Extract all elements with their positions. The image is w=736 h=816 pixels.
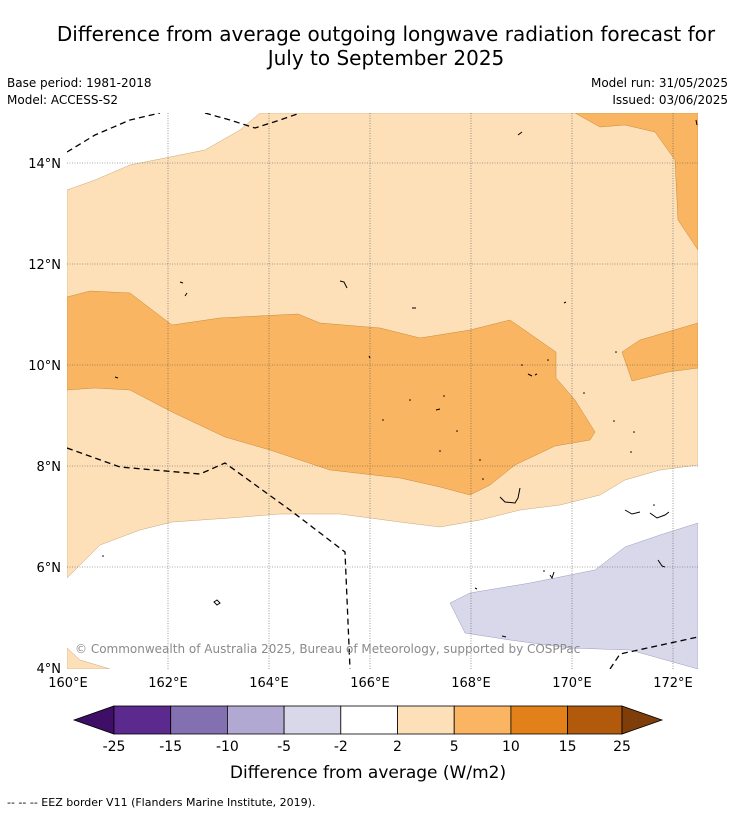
colorbar: -25 -15 -10 -5 -2 2 5 10 15 25 Differenc… (72, 705, 664, 783)
meta-left: Base period: 1981-2018 Model: ACCESS-S2 (7, 75, 152, 109)
lat-label: 14°N (28, 157, 61, 172)
title-line-1: Difference from average outgoing longwav… (56, 22, 716, 46)
gridlines (67, 113, 698, 669)
colorbar-tick-label: 15 (559, 739, 577, 755)
region-5-to-10-band (67, 290, 596, 496)
island-dots (102, 351, 655, 572)
colorbar-extend-high (621, 705, 664, 735)
colorbar-tick-labels: -25 -15 -10 -5 -2 2 5 10 15 25 (103, 739, 631, 755)
region-2-to-5-south (67, 647, 111, 669)
lon-label: 162°E (148, 676, 188, 691)
colorbar-tick-label: -5 (277, 739, 291, 755)
lat-label: 10°N (28, 359, 61, 374)
title-line-2: July to September 2025 (267, 46, 505, 70)
model-run-label: Model run: 31/05/2025 (590, 76, 728, 90)
colorbar-segment (453, 705, 512, 735)
lon-label: 166°E (350, 676, 390, 691)
colorbar-tick-label: -15 (159, 739, 182, 755)
colorbar-segment (283, 705, 342, 735)
region-5-to-10-northeast (574, 113, 698, 251)
colorbar-segment (510, 705, 568, 735)
copyright-text: © Commonwealth of Australia 2025, Bureau… (75, 642, 580, 656)
colorbar-tick-label: -2 (334, 739, 348, 755)
chart-title: Difference from average outgoing longwav… (20, 22, 736, 70)
colorbar-tick-label: -25 (103, 739, 126, 755)
lon-label: 164°E (249, 676, 289, 691)
colorbar-segment (567, 705, 623, 735)
lat-label: 6°N (37, 561, 62, 576)
colorbar-segment (113, 705, 172, 735)
colorbar-tick-label: 5 (450, 739, 459, 755)
lon-label: 168°E (451, 676, 491, 691)
region-minus5-to-minus2 (449, 522, 698, 669)
model-label: Model: ACCESS-S2 (7, 93, 119, 107)
colorbar-tick-label: 2 (393, 739, 402, 755)
colorbar-segment (226, 705, 285, 735)
colorbar-segment (170, 705, 228, 735)
colorbar-tick-label: 10 (502, 739, 520, 755)
issued-label: Issued: 03/06/2025 (612, 93, 728, 107)
map-panel: © Commonwealth of Australia 2025, Bureau… (67, 113, 698, 669)
latitude-labels: 14°N 12°N 10°N 8°N 6°N 4°N (28, 157, 61, 677)
colorbar-title: Difference from average (W/m2) (230, 763, 506, 783)
lat-label: 4°N (37, 662, 62, 677)
colorbar-extend-low (72, 705, 115, 735)
lat-label: 8°N (37, 460, 62, 475)
lat-label: 12°N (28, 258, 61, 273)
lon-label: 170°E (552, 676, 592, 691)
eez-borders (67, 113, 698, 669)
colorbar-segment (397, 705, 455, 735)
meta-right: Model run: 31/05/2025 Issued: 03/06/2025 (591, 75, 728, 109)
colorbar-segment (340, 705, 398, 735)
colorbar-tick-label: 25 (613, 739, 631, 755)
colorbar-tick-label: -10 (216, 739, 239, 755)
lon-label: 172°E (653, 676, 693, 691)
islands (114, 119, 698, 638)
base-period-label: Base period: 1981-2018 (7, 76, 152, 90)
longitude-labels: 160°E 162°E 164°E 166°E 168°E 170°E 172°… (48, 676, 693, 691)
region-5-to-10-east (621, 322, 698, 382)
lon-label: 160°E (48, 676, 88, 691)
eez-footnote: -- -- -- EEZ border V11 (Flanders Marine… (7, 796, 316, 809)
